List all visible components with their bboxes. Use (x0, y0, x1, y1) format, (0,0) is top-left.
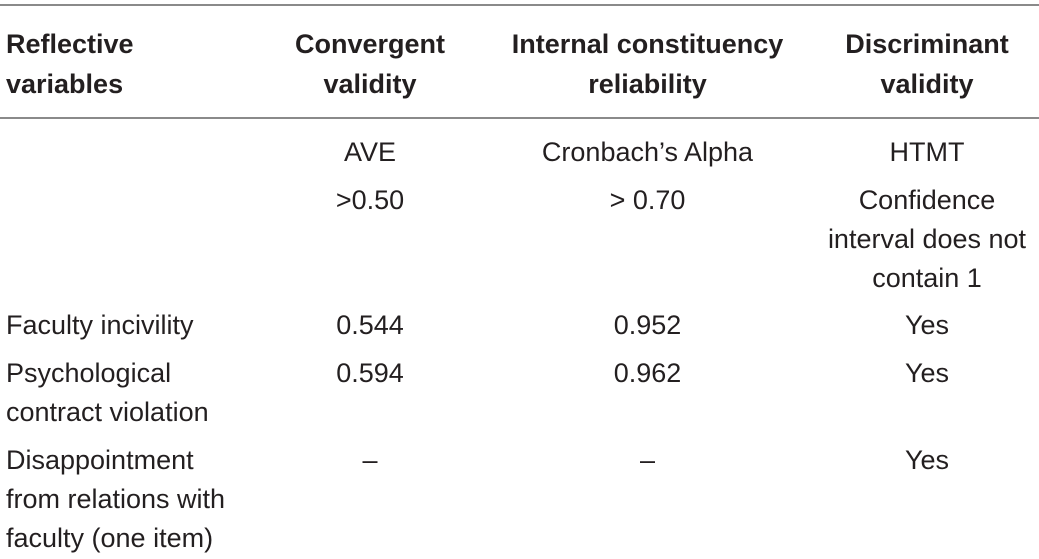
threshold-cronbach: > 0.70 (609, 185, 686, 215)
row-faculty-incivility-variable: Faculty incivility (6, 310, 194, 340)
row-psych-contract-variable: Psychological contract violation (6, 358, 209, 427)
row-psych-contract-htmt: Yes (904, 358, 950, 388)
row-disappointment-variable: Disappointment from relations with facul… (6, 445, 226, 553)
row-psych-contract-ave: 0.594 (336, 358, 404, 388)
table-top-rule (0, 4, 1039, 6)
row-disappointment-htmt: Yes (904, 445, 950, 475)
row-faculty-incivility-alpha: 0.952 (613, 310, 682, 340)
header-discriminant-validity: Discriminant validity (845, 29, 1009, 99)
row-disappointment-alpha: – (639, 445, 656, 475)
threshold-htmt: Confidence interval does not contain 1 (827, 185, 1027, 293)
row-faculty-incivility-ave: 0.544 (336, 310, 404, 340)
header-rule (0, 117, 1039, 119)
row-faculty-incivility-htmt: Yes (904, 310, 950, 340)
measure-cronbach: Cronbach’s Alpha (541, 137, 754, 167)
threshold-ave: >0.50 (335, 185, 405, 215)
header-reflective-variables: Reflective variables (6, 29, 134, 99)
row-disappointment-ave: – (362, 445, 378, 475)
header-convergent-validity: Convergent validity (294, 29, 446, 99)
measure-htmt: HTMT (889, 137, 965, 167)
header-internal-consistency: Internal constituency reliability (511, 29, 784, 99)
measure-ave: AVE (343, 137, 397, 167)
row-psych-contract-alpha: 0.962 (613, 358, 682, 388)
